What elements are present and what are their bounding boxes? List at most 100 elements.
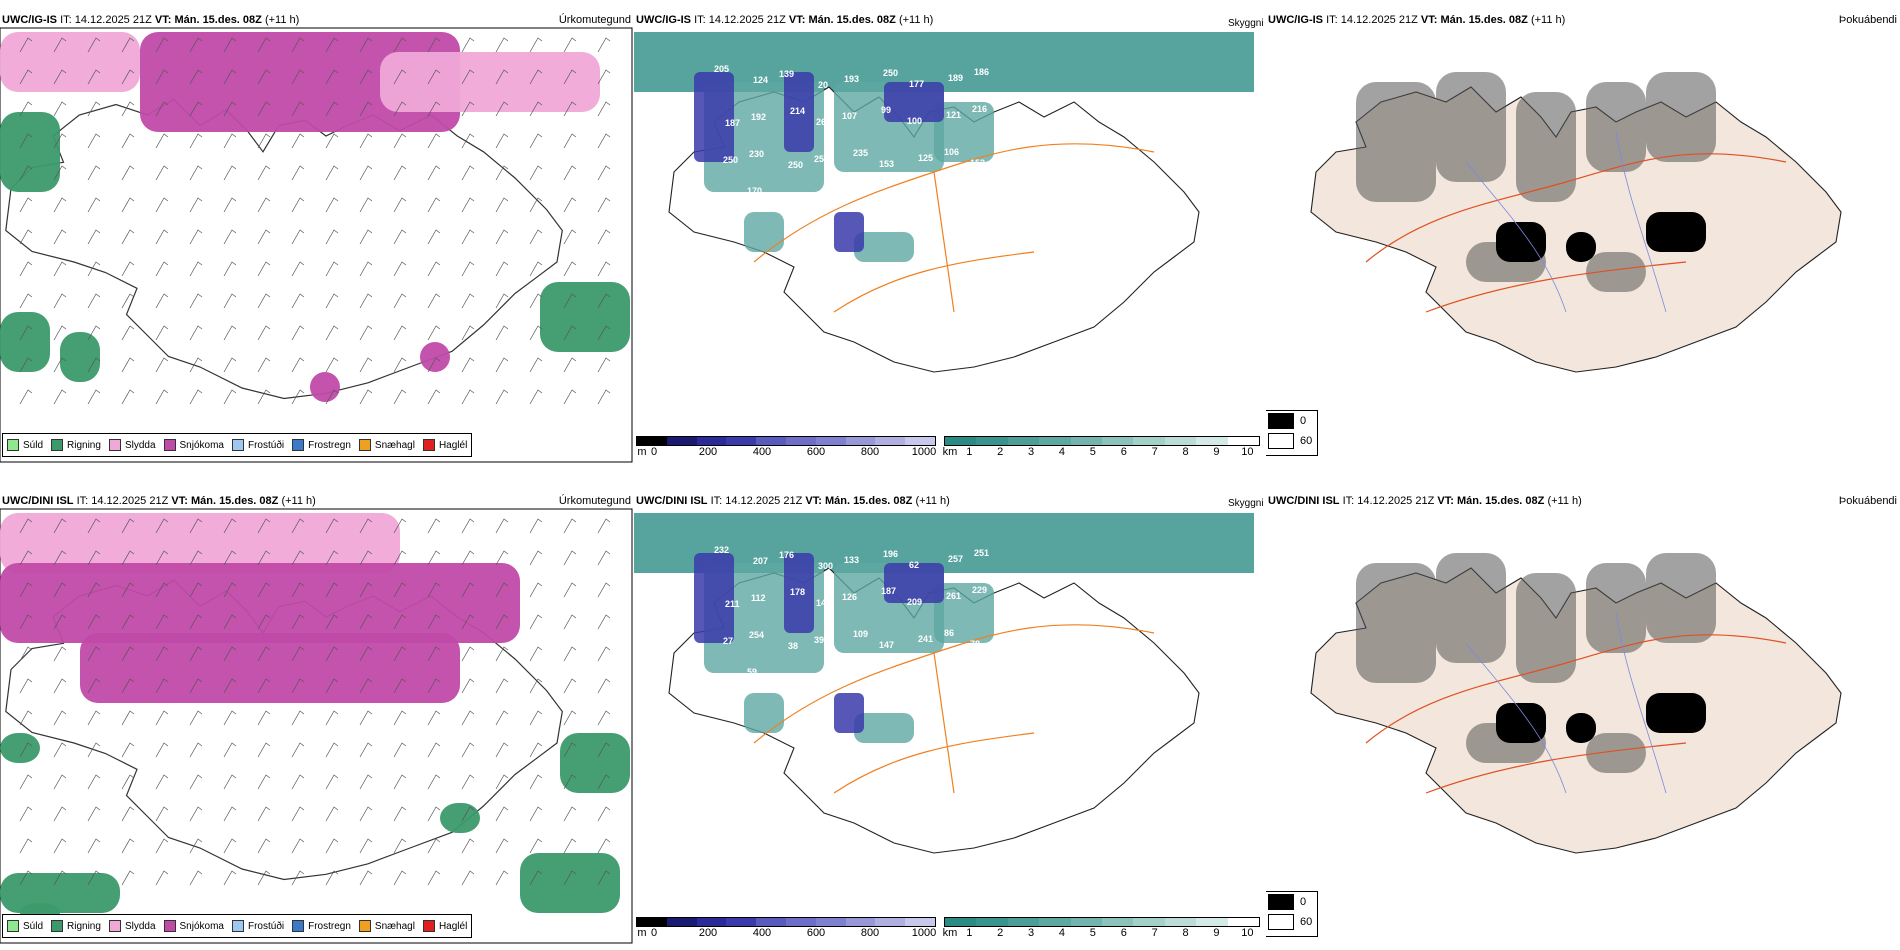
legend-swatch — [51, 920, 64, 932]
wind-barb — [529, 774, 543, 790]
wind-barb — [189, 774, 203, 790]
wind-barb — [563, 774, 577, 790]
cloud-visibility-panel-2: UWC/DINI ISL IT: 14.12.2025 21Z VT: Mán.… — [634, 493, 1268, 945]
visibility-map: 205 124 139 20 193 250 177 189 186 187 192 214 266 10… — [634, 32, 1254, 373]
wind-barb — [155, 389, 169, 405]
cloud-base-label: 86 — [944, 628, 954, 638]
wind-barb — [393, 133, 407, 149]
wind-barb — [393, 197, 407, 213]
legend-swatch — [108, 920, 121, 932]
colorbar-tick: 6 — [1120, 927, 1127, 939]
colorbar-cell — [905, 437, 935, 445]
wind-barb — [597, 582, 611, 598]
wind-barb — [529, 357, 543, 373]
wind-barb — [563, 133, 577, 149]
wind-barb — [121, 357, 135, 373]
colorbar-unit: km — [942, 446, 958, 458]
it-time: 14.12.2025 21Z — [1357, 495, 1435, 507]
wind-barb — [495, 325, 509, 341]
wind-barb — [563, 165, 577, 181]
precip-type-panel-1: UWC/IG-IS IT: 14.12.2025 21Z VT: Mán. 15… — [0, 12, 634, 464]
wind-barb — [155, 261, 169, 277]
colorbar-cell — [815, 918, 846, 926]
wind-barb — [461, 678, 475, 694]
wind-barb — [393, 774, 407, 790]
wind-barb — [393, 389, 407, 405]
wind-barb — [19, 69, 33, 85]
wind-barb — [529, 197, 543, 213]
wind-barb — [189, 261, 203, 277]
wind-barb — [529, 678, 543, 694]
wind-barb — [359, 742, 373, 758]
wind-barb — [291, 646, 305, 662]
wind-barb — [53, 742, 67, 758]
panel-title: Úrkomutegund — [558, 14, 631, 26]
wind-barb — [393, 582, 407, 598]
wind-barb — [121, 133, 135, 149]
wind-barb — [597, 293, 611, 309]
wind-barb — [155, 229, 169, 245]
dense-fog-area — [1646, 212, 1706, 252]
wind-barb — [87, 550, 101, 566]
legend-swatch — [231, 439, 244, 451]
legend-label: 60 — [1300, 435, 1313, 447]
wind-barb — [325, 518, 339, 534]
wind-barb — [87, 133, 101, 149]
it-time: 14.12.2025 21Z — [74, 14, 152, 26]
wind-barb — [461, 293, 475, 309]
lead-time: (+11 h) — [281, 495, 316, 507]
wind-barb — [257, 614, 271, 630]
wind-barb — [189, 101, 203, 117]
fog-index-panel-1: UWC/IG-IS IT: 14.12.2025 21Z VT: Mán. 15… — [1266, 12, 1900, 464]
wind-barb — [563, 325, 577, 341]
cloud-base-label: 139 — [779, 69, 794, 79]
wind-barb — [53, 582, 67, 598]
panel-title: Þokuábendi — [1838, 14, 1897, 26]
fog-area — [1516, 92, 1576, 202]
legend-swatch — [422, 920, 435, 932]
wind-barb — [359, 101, 373, 117]
wind-barb — [597, 229, 611, 245]
legend-label: Snæhagl — [374, 920, 415, 932]
wind-barb — [461, 550, 475, 566]
cloud-base-label: 229 — [972, 585, 987, 595]
wind-barb — [495, 293, 509, 309]
wind-barb — [495, 261, 509, 277]
precip-legend-item: Haglél — [422, 434, 467, 456]
wind-barb — [427, 870, 441, 886]
legend-swatch — [1268, 894, 1294, 910]
colorbar-labels: km 1 2 3 4 5 6 7 8 9 10 — [942, 446, 1260, 460]
wind-barb — [461, 582, 475, 598]
wind-barb — [495, 646, 509, 662]
wind-barb — [427, 325, 441, 341]
wind-barb — [257, 293, 271, 309]
wind-barb — [223, 774, 237, 790]
colorbar-cell — [1039, 437, 1071, 445]
wind-barb — [19, 37, 33, 53]
wind-barb — [359, 357, 373, 373]
precip-area — [520, 853, 620, 913]
wind-barb — [325, 838, 339, 854]
fog-area — [1436, 553, 1506, 663]
colorbar-tick: 1 — [966, 446, 973, 458]
colorbar-cell — [845, 437, 876, 445]
wind-barb — [325, 37, 339, 53]
precip-area — [0, 513, 400, 573]
colorbar-cells — [944, 917, 1260, 927]
colorbar-cell — [696, 437, 727, 445]
wind-barb — [53, 806, 67, 822]
wind-barb — [19, 229, 33, 245]
wind-barb — [597, 838, 611, 854]
model-name: UWC/IG-IS — [636, 14, 691, 26]
wind-barb — [495, 678, 509, 694]
legend-label: Snjókoma — [179, 920, 224, 932]
wind-barb — [87, 101, 101, 117]
cloud-base-label: 27 — [723, 636, 733, 646]
wind-barb — [121, 261, 135, 277]
legend-label: Haglél — [438, 920, 468, 932]
wind-barb — [393, 742, 407, 758]
wind-barb — [325, 133, 339, 149]
wind-barb — [393, 325, 407, 341]
wind-barb — [291, 806, 305, 822]
wind-barb — [257, 389, 271, 405]
